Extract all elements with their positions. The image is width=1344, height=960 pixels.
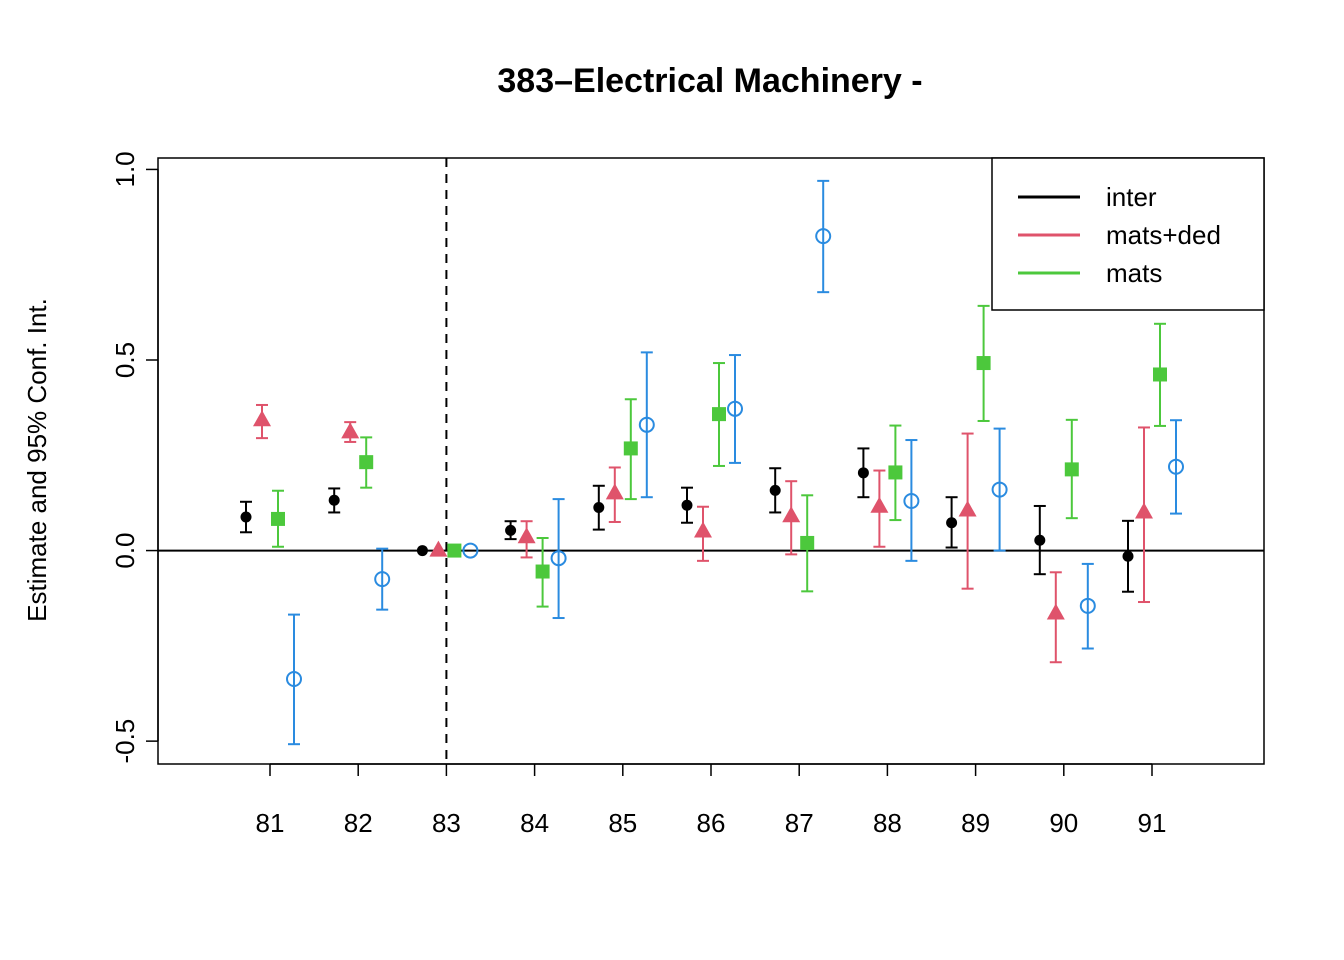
point-marker [1034,534,1046,546]
point-marker [782,506,801,523]
point-marker [946,517,958,529]
legend-label: mats+ded [1106,220,1221,250]
x-tick-label: 86 [697,808,726,838]
plot-region: -0.5 0.0 0.5 1.0 81 82 83 84 85 86 87 88 89 90 91 [110,151,1265,838]
point-marker [1122,550,1134,562]
point-marker [429,540,448,557]
point-marker [517,527,536,544]
x-tick-label: 84 [520,808,549,838]
point-marker [857,467,869,479]
point-marker [1079,597,1096,614]
point-marker [550,550,567,567]
point-marker [447,543,462,558]
point-marker [727,400,743,417]
point-marker [991,481,1008,498]
point-marker [1046,603,1065,620]
point-marker [416,545,428,557]
point-marker [374,571,391,588]
point-marker [769,484,781,496]
point-marker [593,501,605,513]
data-marks [240,179,1184,746]
point-marker [815,228,832,245]
y-tick-label: 0.0 [110,532,140,568]
point-marker [800,535,815,550]
y-axis-label: Estimate and 95% Conf. Int. [22,298,52,622]
x-tick-label: 82 [344,808,373,838]
x-tick-label: 85 [608,808,637,838]
point-marker [1135,502,1153,519]
series-mats [271,304,1167,608]
point-marker [958,500,977,517]
y-tick-label: 1.0 [110,151,140,187]
point-marker [903,493,920,510]
legend: inter mats+ded mats [991,157,1265,311]
point-marker [286,671,302,688]
point-marker [1064,462,1079,477]
point-marker [1153,367,1167,382]
point-marker [359,455,374,470]
legend-label: inter [1106,182,1157,212]
point-marker [341,422,360,439]
x-tick-label: 83 [432,808,461,838]
point-marker [976,356,991,371]
legend-label: mats [1106,258,1162,288]
chart-title: 383–Electrical Machinery - [497,62,922,100]
point-marker [328,494,340,506]
series-mats-ded [253,403,1153,664]
x-tick-label: 87 [785,808,814,838]
point-marker [535,564,550,579]
point-marker [623,441,638,456]
series-unlabeled [286,179,1184,746]
point-marker [888,465,903,480]
point-marker [870,496,889,513]
point-marker [712,407,726,422]
x-tick-label: 88 [873,808,902,838]
point-marker [462,542,479,559]
point-marker [605,483,624,500]
y-axis: -0.5 0.0 0.5 1.0 [110,151,159,764]
y-tick-label: -0.5 [110,719,140,764]
point-marker [1168,458,1184,475]
series-inter [240,447,1134,593]
x-tick-label: 89 [961,808,990,838]
point-marker [638,416,655,433]
x-tick-label: 90 [1049,808,1078,838]
x-tick-label: 81 [256,808,285,838]
point-marker [681,499,693,511]
point-marker [505,524,517,536]
point-marker [694,521,712,538]
point-marker [253,410,271,427]
point-marker [271,511,285,526]
y-tick-label: 0.5 [110,342,140,378]
x-tick-label: 91 [1138,808,1167,838]
x-axis: 81 82 83 84 85 86 87 88 89 90 91 [256,763,1167,838]
point-marker [240,511,252,523]
